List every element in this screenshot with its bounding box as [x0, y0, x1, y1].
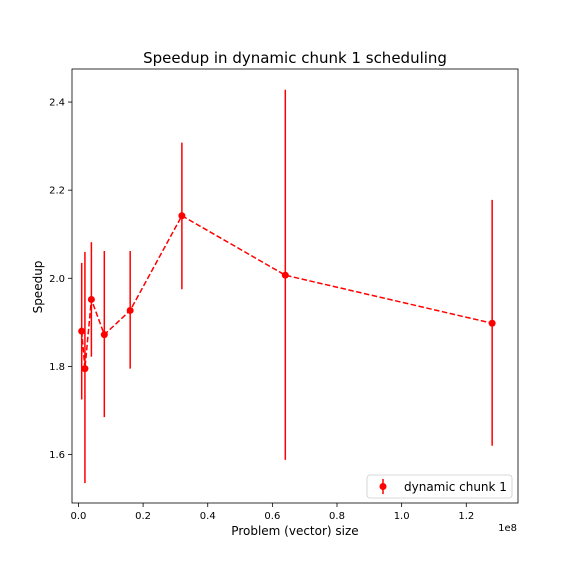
data-point	[488, 319, 496, 327]
x-tick-label: 0.6	[264, 511, 280, 522]
x-axis-ticks: 0.0 0.2 0.4 0.6 0.8 1.0 1.2	[71, 503, 474, 522]
x-axis-label: Problem (vector) size	[231, 524, 358, 538]
legend-marker	[379, 483, 387, 490]
legend-label: dynamic chunk 1	[404, 480, 507, 494]
y-axis-ticks: 1.6 1.8 2.0 2.2 2.4	[49, 98, 72, 461]
legend-box	[366, 474, 513, 499]
chart-title: Speedup in dynamic chunk 1 scheduling	[143, 49, 447, 67]
data-point	[81, 365, 89, 373]
y-tick-label: 1.6	[49, 450, 65, 461]
x-tick-label: 1.0	[394, 511, 410, 522]
x-axis-offset-label: 1e8	[498, 523, 517, 534]
x-tick-label: 0.8	[329, 511, 345, 522]
x-tick-label: 0.4	[200, 511, 216, 522]
x-tick-label: 1.2	[458, 511, 474, 522]
data-point	[281, 271, 289, 279]
legend: dynamic chunk 1	[366, 474, 513, 499]
series-line	[80, 214, 493, 369]
data-point	[178, 212, 186, 220]
y-tick-label: 2.2	[49, 186, 65, 197]
y-tick-label: 2.0	[49, 274, 65, 285]
axes-frame	[71, 68, 519, 504]
data-point	[87, 295, 95, 303]
y-tick-label: 2.4	[49, 98, 65, 109]
data-point	[100, 331, 108, 339]
y-tick-label: 1.8	[49, 362, 65, 373]
series-layer	[78, 89, 496, 484]
plot-area	[71, 68, 519, 504]
x-tick-label: 0.2	[135, 511, 151, 522]
data-point	[78, 327, 86, 335]
y-axis-label: Speedup	[31, 261, 45, 314]
x-tick-label: 0.0	[71, 511, 87, 522]
data-point	[126, 306, 134, 314]
